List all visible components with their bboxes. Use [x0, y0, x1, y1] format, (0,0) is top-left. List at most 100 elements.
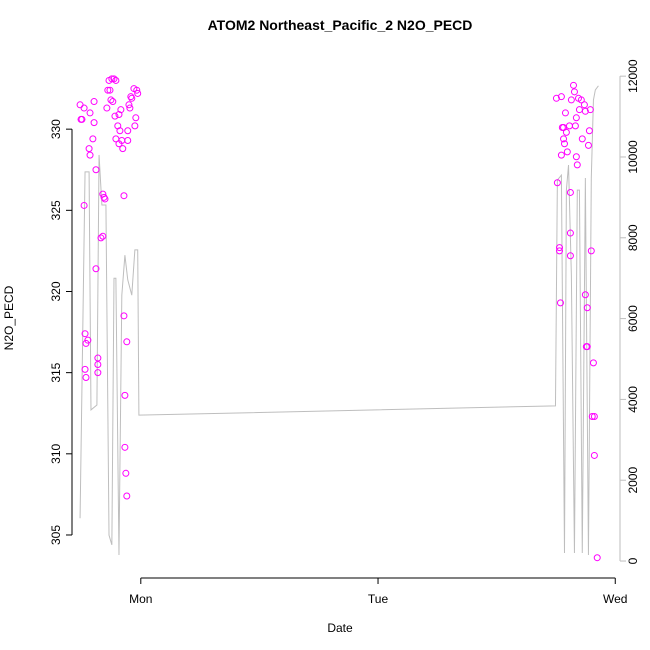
data-point — [94, 369, 102, 377]
data-point — [571, 122, 579, 130]
data-point — [111, 112, 119, 120]
data-point — [552, 94, 560, 102]
data-point — [122, 469, 130, 477]
data-point — [557, 93, 565, 101]
data-point — [556, 244, 564, 252]
data-point — [567, 96, 575, 104]
data-point — [570, 81, 578, 89]
data-point — [560, 140, 568, 148]
y-tick-label: 320 — [49, 281, 63, 301]
data-point — [584, 141, 592, 149]
data-point — [116, 127, 124, 135]
data-point — [566, 252, 574, 260]
data-point — [92, 265, 100, 273]
y2-tick-label: 4000 — [626, 386, 640, 413]
data-point — [581, 291, 589, 299]
data-point — [123, 492, 131, 500]
data-point — [572, 153, 580, 161]
data-point — [126, 104, 134, 112]
data-point — [100, 193, 108, 201]
data-point — [588, 412, 596, 420]
data-point — [94, 361, 102, 369]
data-point — [585, 127, 593, 135]
data-point — [121, 391, 129, 399]
data-point — [97, 234, 105, 242]
x-axis-label: Date — [327, 621, 353, 635]
y2-tick-label: 6000 — [626, 305, 640, 332]
data-point — [586, 106, 594, 114]
chart-title: ATOM2 Northeast_Pacific_2 N2O_PECD — [208, 17, 473, 33]
data-point — [76, 101, 84, 109]
data-point — [84, 336, 92, 344]
data-point — [78, 115, 86, 123]
data-point — [565, 122, 573, 130]
data-point — [581, 107, 589, 115]
data-point — [133, 86, 141, 94]
data-point — [561, 109, 569, 117]
data-point — [121, 443, 129, 451]
data-point — [106, 86, 114, 94]
data-point — [103, 104, 111, 112]
data-line — [79, 85, 599, 555]
data-point — [85, 145, 93, 153]
x-tick-label: Wed — [603, 592, 627, 606]
data-point — [590, 451, 598, 459]
data-point — [86, 109, 94, 117]
data-point — [563, 148, 571, 156]
data-point — [134, 89, 142, 97]
data-point — [119, 145, 127, 153]
data-point — [566, 229, 574, 237]
data-point — [570, 88, 578, 96]
data-point — [131, 122, 139, 130]
y2-tick-label: 12000 — [626, 59, 640, 93]
data-point — [556, 299, 564, 307]
y-tick-label: 315 — [49, 362, 63, 382]
data-point — [99, 232, 107, 240]
data-point — [124, 127, 132, 135]
data-point — [575, 106, 583, 114]
x-tick-label: Tue — [368, 592, 389, 606]
data-point — [120, 192, 128, 200]
data-point — [577, 96, 585, 104]
data-point — [81, 365, 89, 373]
data-point — [80, 104, 88, 112]
data-point — [553, 179, 561, 187]
data-point — [593, 554, 601, 562]
data-point — [101, 195, 109, 203]
data-point — [125, 101, 133, 109]
data-point — [81, 330, 89, 338]
data-point — [566, 188, 574, 196]
data-point — [580, 101, 588, 109]
y-tick-label: 325 — [49, 200, 63, 220]
data-point — [94, 354, 102, 362]
y-axis-label: N2O_PECD — [2, 285, 16, 350]
data-point — [90, 98, 98, 106]
data-point — [123, 338, 131, 346]
data-point — [80, 201, 88, 209]
data-point — [583, 304, 591, 312]
data-point — [120, 312, 128, 320]
y2-tick-label: 8000 — [626, 224, 640, 251]
y-tick-label: 310 — [49, 443, 63, 463]
y-tick-label: 305 — [49, 525, 63, 545]
y2-tick-label: 10000 — [626, 140, 640, 174]
data-point — [86, 151, 94, 159]
data-point — [82, 374, 90, 382]
y-tick-label: 330 — [49, 119, 63, 139]
data-point — [562, 128, 570, 136]
data-point — [132, 114, 140, 122]
data-point — [583, 343, 591, 351]
data-point — [557, 151, 565, 159]
data-point — [590, 412, 598, 420]
data-point — [589, 359, 597, 367]
x-tick-label: Mon — [129, 592, 152, 606]
data-point — [572, 114, 580, 122]
data-point — [556, 247, 564, 255]
data-point — [92, 166, 100, 174]
data-point — [127, 93, 135, 101]
data-point — [578, 135, 586, 143]
data-point — [573, 161, 581, 169]
data-point — [109, 98, 117, 106]
data-point — [112, 76, 120, 84]
data-point — [104, 86, 112, 94]
